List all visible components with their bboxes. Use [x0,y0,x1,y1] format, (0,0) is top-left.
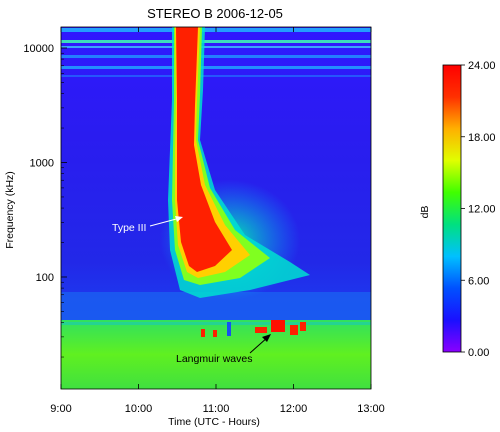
x-axis-label: Time (UTC - Hours) [168,416,260,428]
x-tick-label: 13:00 [357,403,385,415]
y-axis-label: Frequency (kHz) [4,171,16,249]
spectrogram-image [61,27,371,389]
colorbar-tick-label: 18.00 [468,132,496,144]
colorbar [442,64,462,353]
annotation-langmuir-label: Langmuir waves [176,353,252,365]
x-tick-label: 9:00 [50,403,71,415]
x-tick-label: 12:00 [280,403,308,415]
colorbar-ticks: 0.00 6.00 12.00 18.00 24.00 [461,60,496,359]
colorbar-tick-label: 12.00 [468,204,496,216]
x-tick-label: 11:00 [203,403,230,415]
annotation-langmuir: Langmuir waves [176,334,271,365]
annotation-type-iii-label: Type III [112,222,146,234]
y-axis: 100 1000 10000 [23,43,67,358]
x-axis: 9:00 10:00 11:00 12:00 13:00 [50,27,385,415]
y-tick-label: 1000 [30,158,54,170]
colorbar-tick-label: 24.00 [468,60,496,72]
colorbar-label: dB [419,206,431,219]
annotation-type-iii: Type III [112,216,183,234]
y-tick-label: 100 [36,272,54,284]
y-tick-label: 10000 [23,43,54,55]
colorbar-tick-label: 0.00 [468,347,489,359]
chart-title: STEREO B 2006-12-05 [147,6,283,21]
x-tick-label: 10:00 [125,403,153,415]
colorbar-tick-label: 6.00 [468,275,489,287]
